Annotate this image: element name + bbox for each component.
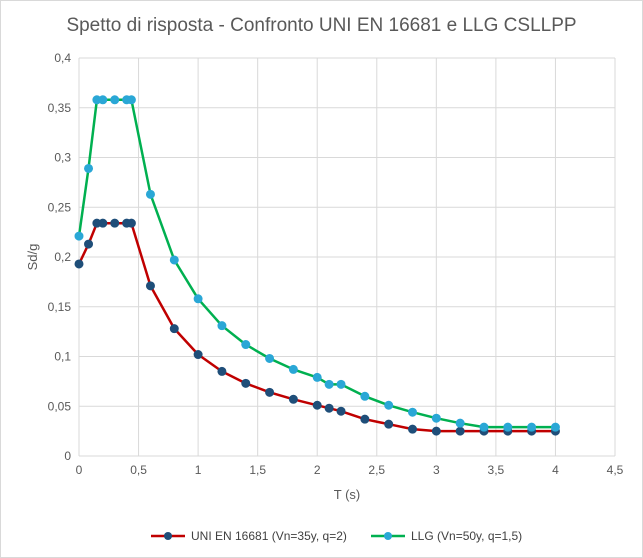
x-tick-label: 0 (76, 463, 83, 477)
data-point-series-2 (217, 321, 227, 331)
data-point-series-2 (74, 231, 84, 241)
data-point-series-2 (479, 422, 489, 432)
y-tick-label: 0,25 (48, 200, 72, 214)
data-point-series-2 (84, 163, 94, 173)
x-tick-label: 3,5 (488, 463, 505, 477)
data-point-series-2 (324, 379, 334, 389)
data-point-series-1 (193, 350, 203, 360)
legend-marker-2 (384, 532, 392, 540)
data-point-series-1 (126, 218, 136, 228)
data-point-series-2 (265, 353, 275, 363)
data-point-series-1 (408, 424, 418, 434)
y-axis-title: Sd/g (25, 244, 40, 271)
data-point-series-2 (431, 413, 441, 423)
data-point-series-2 (110, 95, 120, 105)
data-point-series-1 (455, 426, 465, 436)
legend-label-1: UNI EN 16681 (Vn=35y, q=2) (191, 529, 347, 543)
data-point-series-2 (169, 255, 179, 265)
y-tick-label: 0,4 (54, 51, 71, 65)
data-point-series-1 (360, 414, 370, 424)
data-point-series-2 (455, 418, 465, 428)
y-tick-label: 0,05 (48, 399, 72, 413)
data-point-series-1 (288, 394, 298, 404)
data-point-series-1 (74, 259, 84, 269)
data-point-series-1 (217, 366, 227, 376)
data-point-series-2 (503, 422, 513, 432)
data-point-series-1 (265, 387, 275, 397)
legend-label-2: LLG (Vn=50y, q=1,5) (411, 529, 522, 543)
data-point-series-2 (241, 340, 251, 350)
x-tick-label: 4 (552, 463, 559, 477)
data-point-series-2 (288, 364, 298, 374)
data-point-series-2 (126, 95, 136, 105)
data-point-series-2 (336, 379, 346, 389)
data-point-series-2 (408, 407, 418, 417)
y-tick-label: 0,3 (54, 151, 71, 165)
data-point-series-1 (84, 239, 94, 249)
data-point-series-1 (98, 218, 108, 228)
chart-title: Spetto di risposta - Confronto UNI EN 16… (66, 15, 577, 36)
x-tick-label: 4,5 (607, 463, 624, 477)
x-tick-label: 1 (195, 463, 202, 477)
data-point-series-2 (145, 189, 155, 199)
x-tick-label: 3 (433, 463, 440, 477)
data-point-series-2 (312, 372, 322, 382)
data-point-series-2 (550, 422, 560, 432)
data-point-series-1 (312, 400, 322, 410)
y-tick-label: 0,35 (48, 101, 72, 115)
data-point-series-1 (169, 324, 179, 334)
x-tick-label: 0,5 (130, 463, 147, 477)
data-point-series-1 (336, 406, 346, 416)
x-tick-label: 2,5 (368, 463, 385, 477)
data-point-series-2 (527, 422, 537, 432)
data-point-series-2 (360, 391, 370, 401)
data-point-series-2 (98, 95, 108, 105)
x-tick-label: 1,5 (249, 463, 266, 477)
data-point-series-1 (384, 419, 394, 429)
y-tick-label: 0,1 (54, 350, 71, 364)
data-point-series-1 (431, 426, 441, 436)
data-point-series-2 (193, 294, 203, 304)
data-point-series-1 (324, 403, 334, 413)
x-tick-label: 2 (314, 463, 321, 477)
y-tick-label: 0,2 (54, 250, 71, 264)
y-tick-label: 0 (64, 449, 71, 463)
data-point-series-1 (110, 218, 120, 228)
legend-marker-1 (164, 532, 172, 540)
data-point-series-2 (384, 400, 394, 410)
data-point-series-1 (241, 378, 251, 388)
data-point-series-1 (145, 281, 155, 291)
y-tick-label: 0,15 (48, 300, 72, 314)
x-axis-title: T (s) (334, 487, 360, 502)
